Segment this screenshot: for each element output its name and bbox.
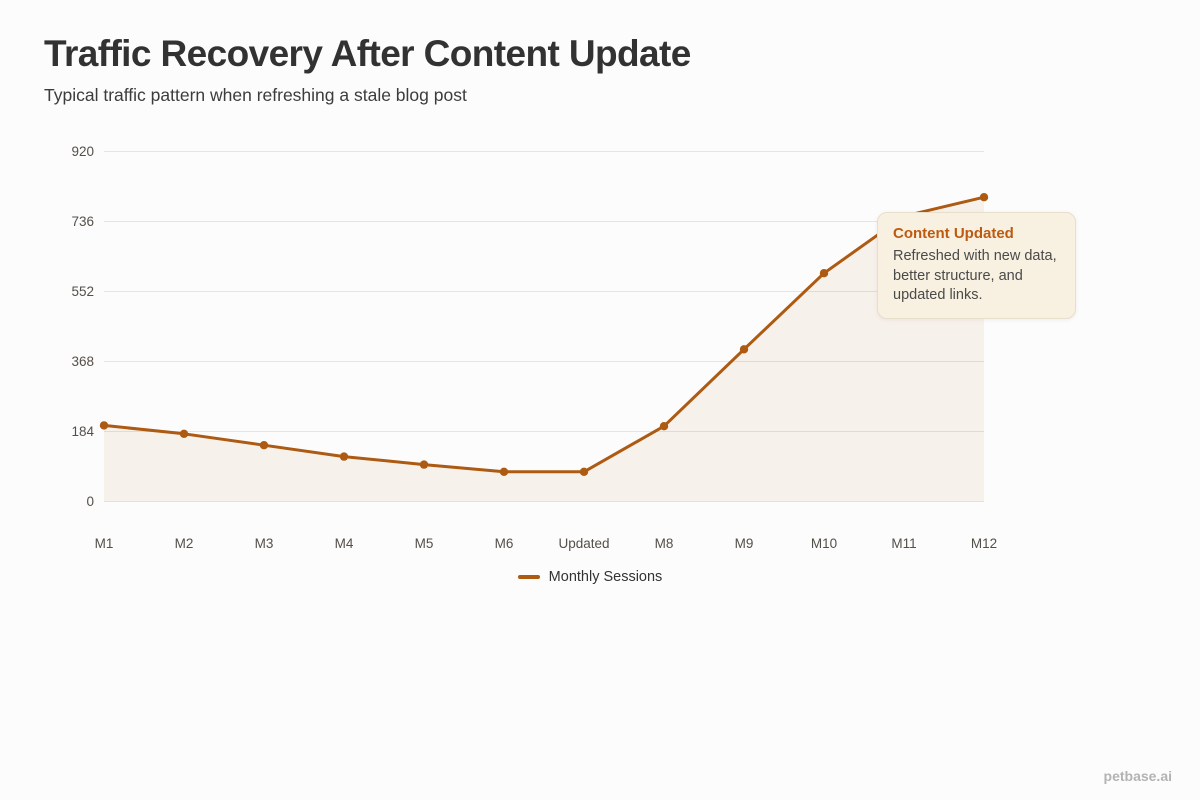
page-title: Traffic Recovery After Content Update bbox=[44, 33, 691, 74]
x-tick-label: M10 bbox=[811, 536, 837, 551]
x-tick-label: M9 bbox=[735, 536, 754, 551]
x-tick-label: M1 bbox=[95, 536, 114, 551]
page-subtitle: Typical traffic pattern when refreshing … bbox=[44, 84, 467, 105]
data-point[interactable] bbox=[819, 269, 829, 278]
x-tick-label: M6 bbox=[495, 536, 514, 551]
x-tick-label: M4 bbox=[335, 536, 354, 551]
data-point[interactable] bbox=[419, 460, 429, 469]
y-tick-label: 552 bbox=[71, 284, 94, 299]
x-tick-label: M5 bbox=[415, 536, 434, 551]
x-tick-label: M3 bbox=[255, 536, 274, 551]
annotation-title: Content Updated bbox=[893, 225, 1014, 242]
legend: Monthly Sessions bbox=[0, 569, 1180, 585]
y-tick-label: 736 bbox=[71, 214, 94, 229]
data-point[interactable] bbox=[979, 193, 989, 202]
legend-label: Monthly Sessions bbox=[548, 569, 663, 585]
data-point[interactable] bbox=[339, 452, 349, 461]
data-point[interactable] bbox=[259, 441, 269, 450]
data-point[interactable] bbox=[99, 421, 109, 430]
legend-line-swatch bbox=[517, 575, 540, 579]
x-tick-label: M12 bbox=[971, 536, 997, 551]
sessions-line bbox=[102, 195, 986, 474]
y-tick-label: 368 bbox=[71, 354, 94, 369]
y-tick-label: 0 bbox=[86, 494, 94, 509]
y-tick-label: 184 bbox=[71, 424, 94, 439]
annotation-body: Refreshed with new data, better structur… bbox=[893, 248, 1057, 304]
x-tick-label: M11 bbox=[891, 536, 916, 551]
annotation-tooltip: Content Updated Refreshed with new data,… bbox=[877, 212, 1076, 320]
data-point[interactable] bbox=[179, 429, 189, 438]
x-tick-label: M2 bbox=[175, 536, 194, 551]
watermark: petbase.ai bbox=[1103, 768, 1172, 784]
data-point[interactable] bbox=[659, 422, 669, 431]
x-tick-label: M8 bbox=[655, 536, 674, 551]
x-tick-label: Updated bbox=[558, 536, 609, 551]
data-point[interactable] bbox=[499, 467, 509, 476]
data-point[interactable] bbox=[739, 345, 749, 354]
area-fill bbox=[104, 197, 984, 502]
chart-header: Traffic Recovery After Content Update Ty… bbox=[44, 33, 691, 106]
y-tick-label: 920 bbox=[71, 144, 94, 159]
data-point[interactable] bbox=[579, 467, 589, 476]
